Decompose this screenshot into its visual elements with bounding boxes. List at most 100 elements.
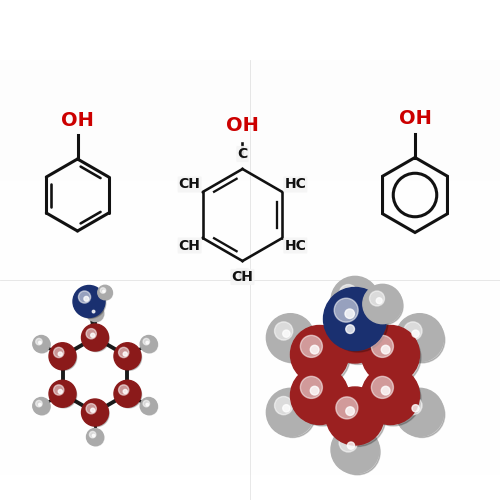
Circle shape <box>140 398 157 414</box>
Circle shape <box>366 330 421 385</box>
Circle shape <box>274 396 293 414</box>
Circle shape <box>376 298 382 304</box>
Circle shape <box>123 352 127 356</box>
Text: CH: CH <box>178 238 201 252</box>
Circle shape <box>346 407 354 416</box>
Circle shape <box>49 343 76 370</box>
Circle shape <box>90 432 96 438</box>
Circle shape <box>73 286 105 318</box>
Circle shape <box>404 322 422 340</box>
Circle shape <box>348 442 354 449</box>
Circle shape <box>334 429 380 475</box>
Circle shape <box>362 366 420 424</box>
Circle shape <box>295 371 350 426</box>
Circle shape <box>99 286 112 300</box>
Circle shape <box>88 430 104 446</box>
Circle shape <box>116 382 141 408</box>
Circle shape <box>92 434 95 437</box>
Circle shape <box>334 280 380 326</box>
Text: OH: OH <box>398 110 432 128</box>
Circle shape <box>90 408 95 412</box>
Circle shape <box>300 376 322 398</box>
Circle shape <box>143 400 150 407</box>
Circle shape <box>310 346 319 354</box>
Circle shape <box>36 338 42 345</box>
Circle shape <box>382 386 390 395</box>
Circle shape <box>51 345 76 370</box>
Circle shape <box>114 380 141 407</box>
Text: C: C <box>238 269 248 283</box>
Circle shape <box>38 342 41 344</box>
Circle shape <box>270 318 316 363</box>
Circle shape <box>51 382 76 408</box>
Circle shape <box>362 326 420 384</box>
Circle shape <box>33 398 50 414</box>
Circle shape <box>282 330 290 338</box>
Circle shape <box>290 326 348 384</box>
Circle shape <box>92 310 95 313</box>
Circle shape <box>345 309 354 318</box>
Text: HC: HC <box>284 238 306 252</box>
Circle shape <box>339 434 357 452</box>
Circle shape <box>366 371 421 426</box>
Circle shape <box>328 292 388 352</box>
Circle shape <box>399 318 445 363</box>
Circle shape <box>290 366 348 424</box>
Circle shape <box>114 343 141 370</box>
Circle shape <box>274 322 293 340</box>
Circle shape <box>331 276 379 324</box>
Text: CH: CH <box>178 178 201 192</box>
Circle shape <box>82 399 108 426</box>
Circle shape <box>33 336 50 352</box>
Circle shape <box>86 328 97 339</box>
Circle shape <box>326 387 384 445</box>
Circle shape <box>142 399 158 415</box>
Text: CH: CH <box>232 270 254 284</box>
Circle shape <box>300 336 322 357</box>
Circle shape <box>412 330 419 338</box>
Circle shape <box>326 305 384 363</box>
Circle shape <box>336 397 358 419</box>
Circle shape <box>330 392 386 446</box>
Circle shape <box>363 284 402 324</box>
Circle shape <box>88 306 104 322</box>
Circle shape <box>366 288 403 325</box>
Text: 6: 6 <box>338 34 350 52</box>
Circle shape <box>382 346 390 354</box>
Circle shape <box>90 308 96 314</box>
Circle shape <box>58 390 62 394</box>
Circle shape <box>84 401 109 426</box>
Circle shape <box>86 404 97 414</box>
Circle shape <box>76 288 106 318</box>
Circle shape <box>404 396 422 414</box>
Circle shape <box>142 337 158 353</box>
Circle shape <box>143 338 150 345</box>
Text: OH: OH <box>226 116 259 135</box>
Circle shape <box>90 333 95 338</box>
Circle shape <box>310 386 319 395</box>
Circle shape <box>396 314 444 362</box>
Circle shape <box>331 426 379 474</box>
Text: C: C <box>315 17 336 45</box>
Circle shape <box>54 348 64 358</box>
Circle shape <box>324 288 386 350</box>
Circle shape <box>34 337 50 353</box>
Circle shape <box>78 291 90 303</box>
Circle shape <box>82 324 108 351</box>
Circle shape <box>348 292 354 300</box>
Circle shape <box>295 330 350 385</box>
Circle shape <box>49 380 76 407</box>
Circle shape <box>100 288 105 293</box>
Text: OH: OH <box>61 111 94 130</box>
Circle shape <box>146 342 148 344</box>
Circle shape <box>270 392 316 438</box>
Circle shape <box>84 326 109 351</box>
Circle shape <box>339 284 357 303</box>
Circle shape <box>372 376 394 398</box>
Circle shape <box>54 385 64 395</box>
Circle shape <box>370 291 384 306</box>
Text: O: O <box>390 17 413 45</box>
Circle shape <box>266 388 314 436</box>
Circle shape <box>399 392 445 438</box>
Text: C: C <box>238 147 248 161</box>
